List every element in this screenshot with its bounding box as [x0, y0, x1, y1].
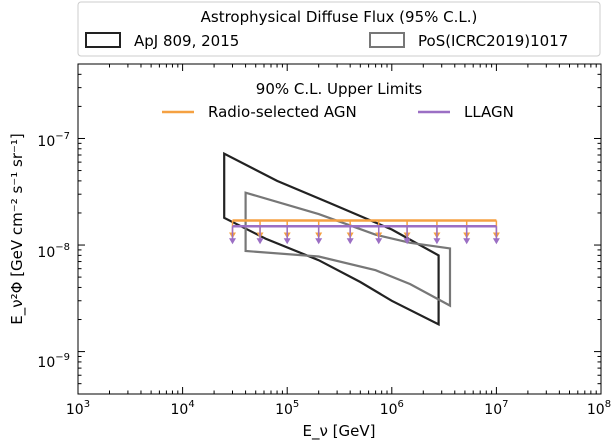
- legend-inner-title: 90% C.L. Upper Limits: [256, 80, 423, 98]
- limit-arrowhead-1: [403, 238, 411, 245]
- legend-inner-entry-radio: Radio-selected AGN: [208, 103, 357, 121]
- legend-top-swatch-pos: [369, 32, 405, 48]
- x-tick-label: 106: [380, 399, 404, 418]
- limit-arrowhead-1: [375, 238, 383, 245]
- plot-frame: [77, 63, 602, 395]
- y-tick-labels: 10−9 10−8 10−7: [37, 131, 70, 371]
- legend-top-entry-pos: PoS(ICRC2019)1017: [418, 32, 568, 50]
- limit-arrowhead-1: [229, 238, 237, 245]
- legend-inner: 90% C.L. Upper Limits Radio-selected AGN…: [162, 80, 514, 121]
- y-tick-label: 10−7: [37, 131, 70, 150]
- x-tick-labels: 103 104 105 106 107 108: [66, 399, 611, 418]
- limit-arrowhead-1: [433, 238, 441, 245]
- legend-inner-entry-llagn: LLAGN: [464, 103, 514, 121]
- legend-top-frame: [77, 1, 601, 57]
- contour-1: [244, 191, 452, 308]
- x-tick-label: 103: [66, 399, 90, 418]
- limit-arrowhead-1: [315, 238, 323, 245]
- y-tick-label: 10−9: [37, 352, 70, 371]
- limit-arrowhead-1: [463, 238, 471, 245]
- x-tick-label: 105: [275, 399, 299, 418]
- legend-top-swatch-apj: [85, 32, 121, 48]
- legend-top-title: Astrophysical Diffuse Flux (95% C.L.): [201, 8, 478, 26]
- legend-top-entry-apj: ApJ 809, 2015: [134, 32, 239, 50]
- ticks: [77, 63, 602, 395]
- x-tick-label: 104: [170, 399, 194, 418]
- legend-top: Astrophysical Diffuse Flux (95% C.L.) Ap…: [77, 1, 601, 57]
- limit-arrowhead-1: [283, 238, 291, 245]
- limit-arrowhead-1: [492, 238, 500, 245]
- upper-limits: [229, 219, 500, 245]
- x-tick-label: 107: [484, 399, 508, 418]
- limit-arrowhead-1: [256, 238, 264, 245]
- y-tick-label: 10−8: [37, 242, 70, 261]
- x-axis-label: E_ν [GeV]: [303, 422, 376, 441]
- limit-arrowhead-1: [346, 238, 354, 245]
- x-tick-label: 108: [587, 399, 611, 418]
- y-axis-label: E_ν²Φ [GeV cm⁻² s⁻¹ sr⁻¹]: [8, 133, 27, 325]
